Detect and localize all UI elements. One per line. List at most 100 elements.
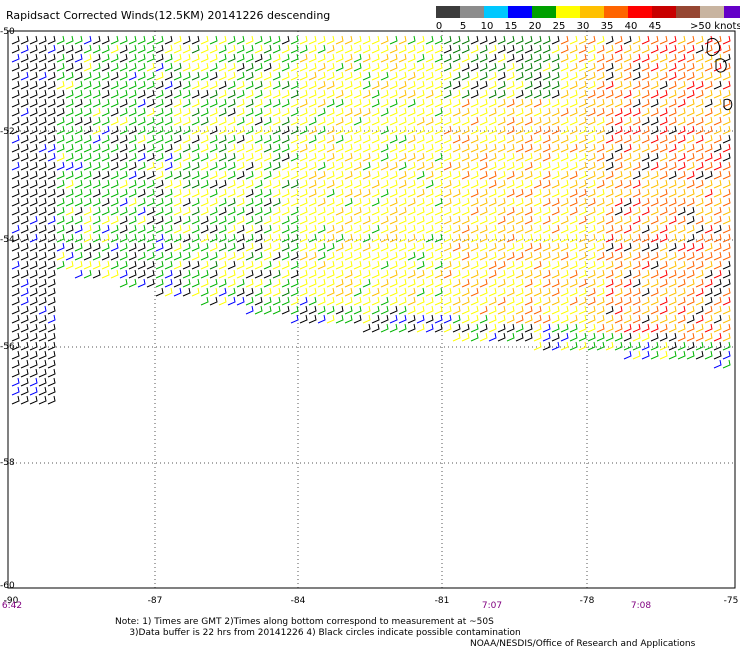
wind-barb xyxy=(83,161,92,171)
wind-barb xyxy=(326,188,335,198)
wind-barb xyxy=(695,251,704,261)
wind-barb xyxy=(65,116,74,126)
wind-barb xyxy=(308,296,317,306)
wind-barb xyxy=(227,278,236,288)
wind-barb xyxy=(533,152,542,162)
wind-barb xyxy=(542,296,551,306)
wind-barb xyxy=(659,260,668,270)
wind-barb xyxy=(263,98,272,108)
wind-barb xyxy=(281,296,290,306)
wind-barb xyxy=(614,242,623,252)
wind-barb xyxy=(65,260,74,270)
wind-barb xyxy=(461,242,470,252)
wind-barb xyxy=(623,188,632,198)
wind-barb xyxy=(353,224,362,234)
wind-barb xyxy=(209,53,218,63)
wind-barb xyxy=(38,242,47,252)
wind-barb xyxy=(200,269,209,279)
wind-barb xyxy=(83,179,92,189)
wind-barb xyxy=(38,116,47,126)
wind-barb xyxy=(146,35,155,45)
wind-barb xyxy=(209,251,218,261)
wind-barb xyxy=(74,251,83,261)
wind-barb xyxy=(254,296,263,306)
wind-barb xyxy=(299,179,308,189)
wind-barb xyxy=(524,215,533,225)
wind-barb xyxy=(713,242,722,252)
wind-barb xyxy=(47,143,56,153)
wind-barb xyxy=(614,134,623,144)
wind-barb xyxy=(605,125,614,135)
wind-barb xyxy=(389,305,398,315)
wind-barb xyxy=(371,152,380,162)
wind-barb xyxy=(263,224,272,234)
wind-barb xyxy=(47,242,56,252)
wind-barb xyxy=(434,188,443,198)
map-frame xyxy=(7,30,736,589)
wind-barb xyxy=(128,152,137,162)
wind-barb xyxy=(263,35,272,45)
wind-barb xyxy=(380,80,389,90)
wind-barb xyxy=(704,152,713,162)
wind-barb xyxy=(155,224,164,234)
wind-barb xyxy=(470,224,479,234)
wind-barb xyxy=(551,314,560,324)
wind-barb xyxy=(497,71,506,81)
wind-barb xyxy=(371,62,380,72)
wind-barb xyxy=(416,44,425,54)
wind-barb xyxy=(20,242,29,252)
wind-barb xyxy=(83,62,92,72)
wind-barb xyxy=(164,80,173,90)
wind-barb xyxy=(488,143,497,153)
wind-barb xyxy=(344,179,353,189)
wind-barb xyxy=(632,206,641,216)
wind-barb xyxy=(515,98,524,108)
wind-barb xyxy=(20,89,29,99)
wind-barb xyxy=(146,269,155,279)
wind-barb xyxy=(299,305,308,315)
wind-barb xyxy=(335,62,344,72)
wind-barb xyxy=(299,98,308,108)
wind-barb xyxy=(299,269,308,279)
wind-barb xyxy=(596,152,605,162)
wind-barb xyxy=(389,44,398,54)
wind-barb xyxy=(83,35,92,45)
wind-barb xyxy=(146,152,155,162)
legend-label-35: 35 xyxy=(600,21,614,32)
wind-barb xyxy=(29,44,38,54)
wind-barb xyxy=(470,278,479,288)
wind-barb xyxy=(281,98,290,108)
wind-barb xyxy=(20,152,29,162)
wind-barb xyxy=(29,125,38,135)
wind-barb xyxy=(254,152,263,162)
wind-barb xyxy=(713,152,722,162)
wind-barb xyxy=(524,98,533,108)
wind-barb xyxy=(92,89,101,99)
wind-barb xyxy=(416,251,425,261)
wind-barb xyxy=(398,143,407,153)
wind-barb xyxy=(461,161,470,171)
wind-barb xyxy=(641,341,650,351)
wind-barb xyxy=(668,89,677,99)
wind-barb xyxy=(704,233,713,243)
wind-barb xyxy=(398,233,407,243)
wind-barb xyxy=(677,80,686,90)
wind-barb xyxy=(371,233,380,243)
wind-barb xyxy=(137,107,146,117)
wind-barb xyxy=(398,170,407,180)
wind-barb xyxy=(128,224,137,234)
wind-barb xyxy=(164,98,173,108)
wind-barb xyxy=(407,125,416,135)
wind-barb xyxy=(389,287,398,297)
wind-barb xyxy=(335,98,344,108)
wind-barb xyxy=(668,161,677,171)
wind-barb xyxy=(182,71,191,81)
wind-barb xyxy=(272,242,281,252)
wind-barb xyxy=(416,314,425,324)
wind-barb xyxy=(209,161,218,171)
wind-barb xyxy=(722,35,731,45)
wind-barb xyxy=(614,62,623,72)
wind-barb xyxy=(668,278,677,288)
wind-barb xyxy=(236,170,245,180)
wind-barb xyxy=(227,287,236,297)
